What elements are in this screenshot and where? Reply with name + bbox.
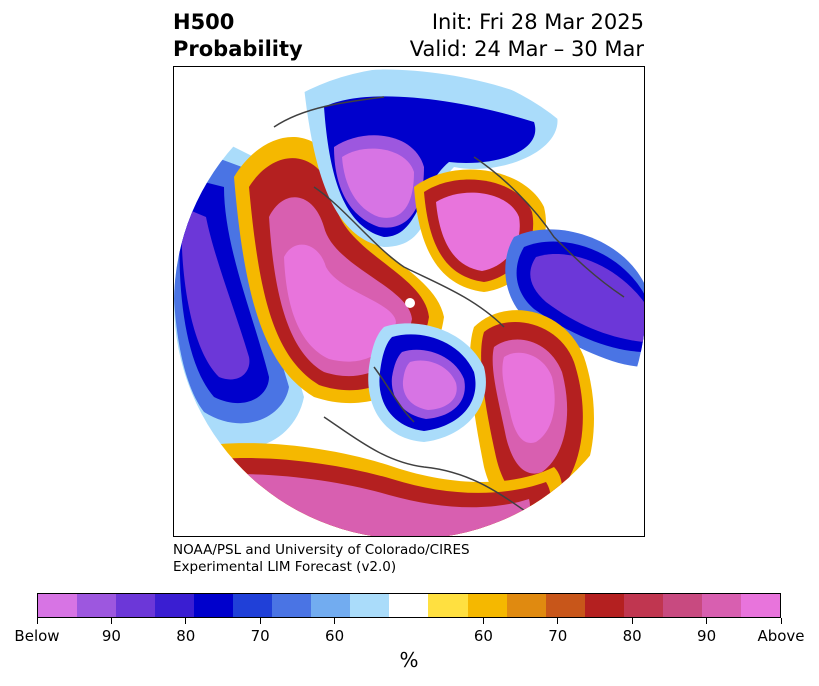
coastlines: [273, 96, 625, 518]
title-variable: H500: [173, 10, 235, 34]
colorbar-tick-label: 80: [176, 627, 196, 645]
below-anomaly-arctic: [304, 69, 558, 247]
colorbar-unit: %: [399, 648, 419, 672]
colorbar-tick-label: 70: [250, 627, 270, 645]
above-anomaly-east: [469, 310, 594, 524]
credit-line-1: NOAA/PSL and University of Colorado/CIRE…: [173, 542, 470, 558]
colorbar-bin: [506, 594, 546, 617]
colorbar-tick: [780, 618, 782, 624]
colorbar-bin: [389, 594, 429, 617]
probability-map: [173, 66, 645, 537]
colorbar-tick-label: 60: [473, 627, 493, 645]
credit-text: NOAA/PSL and University of Colorado/CIRE…: [173, 542, 470, 576]
colorbar-tick: [36, 618, 38, 624]
colorbar-tick-label: 80: [622, 627, 642, 645]
colorbar-tick-label: Above: [757, 627, 805, 645]
init-date: Init: Fri 28 Mar 2025: [431, 10, 644, 34]
colorbar-tick: [259, 618, 261, 624]
colorbar-tick-label: 60: [325, 627, 345, 645]
below-anomaly-europe: [505, 229, 644, 367]
colorbar-bin: [77, 594, 117, 617]
colorbar-tick-label: 90: [697, 627, 717, 645]
colorbar-tick: [185, 618, 187, 624]
map-dates: Init: Fri 28 Mar 2025 Valid: 24 Mar – 30…: [410, 9, 644, 63]
probability-field: [174, 67, 644, 536]
title-quantity: Probability: [173, 37, 303, 61]
colorbar-bin: [662, 594, 702, 617]
colorbar-tick: [631, 618, 633, 624]
north-pole-marker: [405, 298, 415, 308]
colorbar-bin: [545, 594, 585, 617]
colorbar-bin: [467, 594, 507, 617]
colorbar-bin: [701, 594, 741, 617]
colorbar-tick: [482, 618, 484, 624]
colorbar-tick-label: 90: [101, 627, 121, 645]
colorbar-bin: [233, 594, 273, 617]
colorbar-bin: [623, 594, 663, 617]
colorbar-bin: [155, 594, 195, 617]
colorbar: [37, 593, 781, 618]
colorbar-bin: [272, 594, 312, 617]
colorbar-bin: [116, 594, 156, 617]
colorbar-tick-label: 70: [548, 627, 568, 645]
colorbar-bin: [428, 594, 468, 617]
above-anomaly-west: [234, 137, 444, 404]
below-anomaly-pacific: [174, 127, 304, 449]
colorbar-tick: [334, 618, 336, 624]
colorbar-tick: [706, 618, 708, 624]
colorbar-bin: [194, 594, 234, 617]
colorbar-tick: [110, 618, 112, 624]
colorbar-tick-label: Below: [14, 627, 60, 645]
colorbar-bin: [584, 594, 624, 617]
credit-line-2: Experimental LIM Forecast (v2.0): [173, 559, 397, 575]
map-title: H500 Probability: [173, 9, 303, 63]
colorbar-bin: [350, 594, 390, 617]
valid-dates: Valid: 24 Mar – 30 Mar: [409, 37, 644, 61]
colorbar-tick: [557, 618, 559, 624]
colorbar-bin: [740, 594, 780, 617]
polar-stereographic-map: [174, 67, 644, 536]
below-anomaly-atlantic: [368, 323, 486, 442]
colorbar-bin: [311, 594, 351, 617]
colorbar-bin: [38, 594, 78, 617]
